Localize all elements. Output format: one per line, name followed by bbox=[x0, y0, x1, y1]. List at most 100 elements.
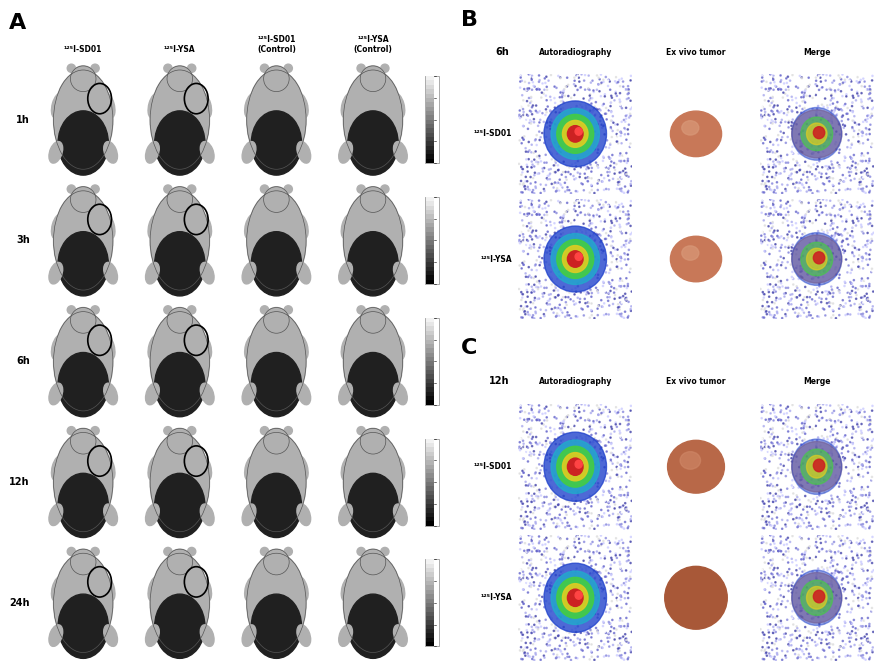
Point bbox=[755, 304, 769, 315]
Point bbox=[756, 263, 770, 274]
Ellipse shape bbox=[563, 452, 588, 481]
FancyBboxPatch shape bbox=[426, 452, 434, 456]
Ellipse shape bbox=[381, 64, 389, 72]
Point bbox=[617, 484, 631, 494]
Point bbox=[579, 495, 593, 506]
Point bbox=[861, 273, 875, 283]
Point bbox=[860, 103, 874, 113]
Point bbox=[575, 269, 589, 280]
Point bbox=[861, 546, 875, 557]
Point bbox=[860, 168, 874, 179]
Point bbox=[609, 417, 623, 428]
Point bbox=[761, 444, 775, 455]
Point bbox=[618, 294, 633, 305]
Point bbox=[777, 203, 791, 214]
Point bbox=[816, 269, 830, 280]
Point bbox=[587, 126, 602, 137]
Point bbox=[548, 249, 562, 259]
Point bbox=[553, 72, 567, 83]
Point bbox=[571, 251, 586, 262]
Point bbox=[788, 182, 802, 193]
Point bbox=[575, 146, 589, 157]
Point bbox=[763, 129, 777, 139]
Point bbox=[840, 109, 854, 119]
Point bbox=[537, 163, 551, 174]
Point bbox=[781, 220, 796, 230]
Point bbox=[866, 266, 880, 277]
Point bbox=[764, 555, 778, 565]
Ellipse shape bbox=[164, 64, 172, 72]
Point bbox=[790, 653, 804, 663]
Point bbox=[812, 265, 827, 276]
Point bbox=[804, 162, 818, 173]
Point bbox=[528, 181, 542, 192]
Point bbox=[523, 310, 537, 320]
Point bbox=[861, 636, 875, 647]
Point bbox=[813, 616, 828, 627]
Point bbox=[759, 516, 773, 527]
Point bbox=[563, 188, 578, 198]
Point bbox=[525, 490, 539, 501]
Point bbox=[556, 228, 570, 239]
Point bbox=[761, 238, 775, 249]
Point bbox=[817, 226, 831, 237]
Point bbox=[807, 131, 821, 141]
Point bbox=[525, 73, 539, 84]
Ellipse shape bbox=[357, 185, 365, 193]
Point bbox=[539, 143, 553, 153]
Point bbox=[619, 295, 633, 306]
Point bbox=[781, 515, 795, 526]
Point bbox=[530, 439, 544, 450]
Point bbox=[585, 409, 599, 420]
Point bbox=[580, 92, 595, 103]
Point bbox=[828, 593, 842, 604]
Point bbox=[556, 438, 570, 449]
Point bbox=[581, 217, 595, 228]
Point bbox=[850, 289, 864, 300]
Point bbox=[525, 70, 539, 81]
Point bbox=[597, 639, 611, 650]
Point bbox=[589, 566, 603, 577]
FancyBboxPatch shape bbox=[426, 129, 434, 133]
Point bbox=[531, 456, 545, 466]
Point bbox=[562, 266, 576, 277]
Point bbox=[844, 134, 859, 145]
Point bbox=[766, 612, 780, 622]
Point bbox=[565, 199, 579, 210]
Point bbox=[548, 625, 563, 636]
Point bbox=[850, 537, 864, 548]
FancyBboxPatch shape bbox=[426, 379, 434, 383]
Point bbox=[614, 251, 628, 262]
Point bbox=[536, 632, 550, 643]
Point bbox=[852, 299, 867, 310]
Point bbox=[866, 141, 880, 151]
Point bbox=[773, 584, 787, 595]
Point bbox=[763, 619, 777, 630]
Point bbox=[596, 538, 610, 549]
Point bbox=[556, 548, 571, 559]
Point bbox=[594, 553, 608, 563]
Point bbox=[529, 608, 543, 618]
Point bbox=[768, 481, 782, 492]
Point bbox=[612, 155, 626, 166]
Point bbox=[605, 132, 619, 143]
Point bbox=[583, 115, 597, 125]
Point bbox=[761, 154, 775, 165]
Point bbox=[762, 176, 776, 187]
Point bbox=[836, 123, 851, 133]
Point bbox=[552, 271, 566, 282]
Point bbox=[814, 455, 828, 466]
Point bbox=[568, 111, 582, 121]
Point bbox=[854, 645, 868, 656]
Point bbox=[797, 421, 811, 432]
Point bbox=[820, 498, 835, 509]
Point bbox=[810, 157, 824, 168]
Point bbox=[755, 537, 769, 548]
Point bbox=[525, 495, 540, 506]
Point bbox=[595, 452, 609, 462]
Point bbox=[519, 238, 533, 249]
Point bbox=[823, 497, 837, 508]
Point bbox=[865, 572, 879, 582]
Point bbox=[614, 521, 628, 532]
Point bbox=[592, 436, 606, 446]
